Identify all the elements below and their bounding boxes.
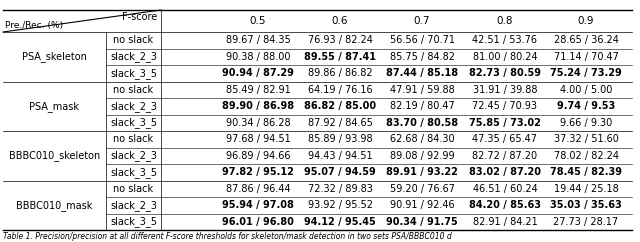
Text: 87.44 / 85.18: 87.44 / 85.18 bbox=[386, 68, 458, 78]
Text: 83.70 / 80.58: 83.70 / 80.58 bbox=[386, 118, 458, 128]
Text: 78.45 / 82.39: 78.45 / 82.39 bbox=[550, 167, 622, 177]
Text: no slack: no slack bbox=[113, 85, 154, 95]
Text: 56.56 / 70.71: 56.56 / 70.71 bbox=[390, 35, 454, 45]
Text: 94.12 / 95.45: 94.12 / 95.45 bbox=[304, 217, 376, 227]
Text: 93.92 / 95.52: 93.92 / 95.52 bbox=[307, 200, 372, 210]
Text: 90.34 / 86.28: 90.34 / 86.28 bbox=[226, 118, 291, 128]
Text: BBBC010_mask: BBBC010_mask bbox=[16, 200, 93, 211]
Text: 90.94 / 87.29: 90.94 / 87.29 bbox=[222, 68, 294, 78]
Text: slack_2_3: slack_2_3 bbox=[110, 51, 157, 62]
Text: 0.7: 0.7 bbox=[413, 16, 430, 26]
Text: F-score: F-score bbox=[122, 12, 157, 22]
Text: 82.73 / 80.59: 82.73 / 80.59 bbox=[469, 68, 541, 78]
Text: 4.00 / 5.00: 4.00 / 5.00 bbox=[560, 85, 612, 95]
Text: slack_3_5: slack_3_5 bbox=[110, 117, 157, 128]
Text: 84.20 / 85.63: 84.20 / 85.63 bbox=[469, 200, 541, 210]
Text: no slack: no slack bbox=[113, 134, 154, 144]
Text: 95.07 / 94.59: 95.07 / 94.59 bbox=[304, 167, 376, 177]
Text: 86.82 / 85.00: 86.82 / 85.00 bbox=[304, 101, 376, 111]
Text: 47.35 / 65.47: 47.35 / 65.47 bbox=[472, 134, 538, 144]
Text: 42.51 / 53.76: 42.51 / 53.76 bbox=[472, 35, 538, 45]
Text: 64.19 / 76.16: 64.19 / 76.16 bbox=[308, 85, 372, 95]
Text: 75.24 / 73.29: 75.24 / 73.29 bbox=[550, 68, 622, 78]
Text: 37.32 / 51.60: 37.32 / 51.60 bbox=[554, 134, 618, 144]
Text: 97.82 / 95.12: 97.82 / 95.12 bbox=[222, 167, 294, 177]
Text: 62.68 / 84.30: 62.68 / 84.30 bbox=[390, 134, 454, 144]
Text: slack_2_3: slack_2_3 bbox=[110, 200, 157, 211]
Text: 83.02 / 87.20: 83.02 / 87.20 bbox=[469, 167, 541, 177]
Text: 47.91 / 59.88: 47.91 / 59.88 bbox=[390, 85, 454, 95]
Text: 0.6: 0.6 bbox=[332, 16, 348, 26]
Text: 19.44 / 25.18: 19.44 / 25.18 bbox=[554, 184, 618, 194]
Text: 28.65 / 36.24: 28.65 / 36.24 bbox=[554, 35, 618, 45]
Text: 96.89 / 94.66: 96.89 / 94.66 bbox=[226, 151, 291, 161]
Text: 89.55 / 87.41: 89.55 / 87.41 bbox=[304, 52, 376, 62]
Text: slack_2_3: slack_2_3 bbox=[110, 150, 157, 161]
Text: BBBC010_skeleton: BBBC010_skeleton bbox=[9, 150, 100, 161]
Text: 89.90 / 86.98: 89.90 / 86.98 bbox=[222, 101, 294, 111]
Text: 95.94 / 97.08: 95.94 / 97.08 bbox=[222, 200, 294, 210]
Text: no slack: no slack bbox=[113, 35, 154, 45]
Text: PSA_mask: PSA_mask bbox=[29, 101, 79, 112]
Text: 9.74 / 9.53: 9.74 / 9.53 bbox=[557, 101, 615, 111]
Text: 94.43 / 94.51: 94.43 / 94.51 bbox=[308, 151, 372, 161]
Text: slack_3_5: slack_3_5 bbox=[110, 216, 157, 227]
Text: 35.03 / 35.63: 35.03 / 35.63 bbox=[550, 200, 622, 210]
Text: PSA_skeleton: PSA_skeleton bbox=[22, 51, 87, 62]
Text: 0.8: 0.8 bbox=[497, 16, 513, 26]
Text: 97.68 / 94.51: 97.68 / 94.51 bbox=[226, 134, 291, 144]
Text: 46.51 / 60.24: 46.51 / 60.24 bbox=[472, 184, 538, 194]
Text: 90.38 / 88.00: 90.38 / 88.00 bbox=[226, 52, 291, 62]
Text: 85.89 / 93.98: 85.89 / 93.98 bbox=[308, 134, 372, 144]
Text: 78.02 / 82.24: 78.02 / 82.24 bbox=[554, 151, 618, 161]
Text: slack_2_3: slack_2_3 bbox=[110, 101, 157, 112]
Text: 89.67 / 84.35: 89.67 / 84.35 bbox=[226, 35, 291, 45]
Text: no slack: no slack bbox=[113, 184, 154, 194]
Text: 0.5: 0.5 bbox=[250, 16, 266, 26]
Text: 71.14 / 70.47: 71.14 / 70.47 bbox=[554, 52, 618, 62]
Text: 72.32 / 89.83: 72.32 / 89.83 bbox=[308, 184, 372, 194]
Text: 76.93 / 82.24: 76.93 / 82.24 bbox=[308, 35, 372, 45]
Text: 90.34 / 91.75: 90.34 / 91.75 bbox=[386, 217, 458, 227]
Text: 75.85 / 73.02: 75.85 / 73.02 bbox=[469, 118, 541, 128]
Text: 85.75 / 84.82: 85.75 / 84.82 bbox=[390, 52, 454, 62]
Text: Table 1. Precision/precision at all different F-score thresholds for skeleton/ma: Table 1. Precision/precision at all diff… bbox=[3, 232, 452, 241]
Text: 9.66 / 9.30: 9.66 / 9.30 bbox=[560, 118, 612, 128]
Text: 87.92 / 84.65: 87.92 / 84.65 bbox=[308, 118, 372, 128]
Text: 96.01 / 96.80: 96.01 / 96.80 bbox=[222, 217, 294, 227]
Text: 89.86 / 86.82: 89.86 / 86.82 bbox=[308, 68, 372, 78]
Text: 90.91 / 92.46: 90.91 / 92.46 bbox=[390, 200, 454, 210]
Text: 0.9: 0.9 bbox=[578, 16, 595, 26]
Text: 82.19 / 80.47: 82.19 / 80.47 bbox=[390, 101, 454, 111]
Text: 87.86 / 96.44: 87.86 / 96.44 bbox=[226, 184, 291, 194]
Text: slack_3_5: slack_3_5 bbox=[110, 68, 157, 79]
Text: 27.73 / 28.17: 27.73 / 28.17 bbox=[554, 217, 619, 227]
Text: slack_3_5: slack_3_5 bbox=[110, 167, 157, 178]
Text: 82.91 / 84.21: 82.91 / 84.21 bbox=[472, 217, 538, 227]
Text: 89.91 / 93.22: 89.91 / 93.22 bbox=[386, 167, 458, 177]
Text: 89.08 / 92.99: 89.08 / 92.99 bbox=[390, 151, 454, 161]
Text: Pre./Rec. (%): Pre./Rec. (%) bbox=[5, 21, 63, 30]
Text: 82.72 / 87.20: 82.72 / 87.20 bbox=[472, 151, 538, 161]
Text: 72.45 / 70.93: 72.45 / 70.93 bbox=[472, 101, 538, 111]
Text: 81.00 / 80.24: 81.00 / 80.24 bbox=[473, 52, 538, 62]
Text: 85.49 / 82.91: 85.49 / 82.91 bbox=[226, 85, 291, 95]
Text: 31.91 / 39.88: 31.91 / 39.88 bbox=[473, 85, 537, 95]
Text: 59.20 / 76.67: 59.20 / 76.67 bbox=[390, 184, 454, 194]
